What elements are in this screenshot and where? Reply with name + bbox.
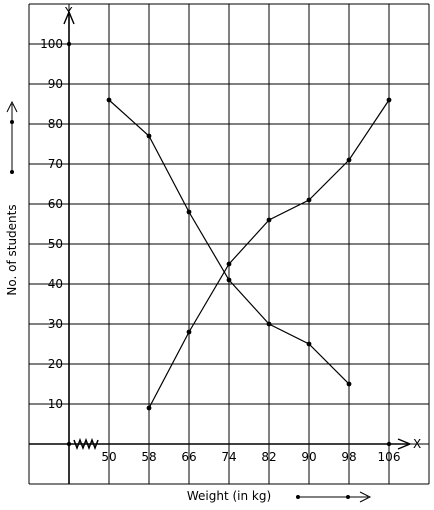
y-tick-label: 100 [40, 37, 63, 51]
y-tick-label: 70 [48, 157, 63, 171]
origin-marker [66, 441, 72, 447]
y-axis-title: No. of students [5, 204, 19, 295]
data-point [306, 341, 312, 347]
x-axis-end-marker [386, 441, 392, 447]
data-point [186, 209, 192, 215]
x-tick-label: 82 [261, 450, 276, 464]
tick-labels: 10 20 30 40 50 60 70 80 90 100 50 58 66 74 82 90 98 106 [40, 37, 400, 464]
x-tick-label: 98 [341, 450, 356, 464]
data-point [226, 261, 232, 267]
y-tick-label: 40 [48, 277, 63, 291]
series-layer [106, 97, 392, 411]
y-direction-arrow [6, 100, 18, 174]
x-tick-label: 50 [101, 450, 116, 464]
x-tick-label: 58 [141, 450, 156, 464]
data-point [266, 321, 272, 327]
y-axis-arrowhead [63, 10, 75, 25]
data-point [226, 277, 232, 283]
x-axis-break-mark [73, 437, 99, 451]
data-point [346, 157, 352, 163]
data-point [266, 217, 272, 223]
y-tick-label: 60 [48, 197, 63, 211]
x-direction-arrow [296, 491, 372, 503]
x-tick-label: 106 [378, 450, 401, 464]
y-tick-label: 30 [48, 317, 63, 331]
x-axis-title: Weight (in kg) [187, 489, 271, 503]
data-point [386, 97, 392, 103]
data-point [346, 381, 352, 387]
y-axis-letter: Y [64, 5, 73, 19]
y-tick-label: 20 [48, 357, 63, 371]
y-tick-label: 50 [48, 237, 63, 251]
data-point [186, 329, 192, 335]
grid [28, 3, 430, 485]
axes [29, 10, 412, 484]
x-tick-label: 90 [301, 450, 316, 464]
y-tick-label: 10 [48, 397, 63, 411]
x-axis-arrowhead [397, 438, 412, 450]
data-point [306, 197, 312, 203]
data-point [146, 133, 152, 139]
x-tick-label: 66 [181, 450, 196, 464]
y-tick-label: 90 [48, 77, 63, 91]
y-tick-label: 80 [48, 117, 63, 131]
data-point [106, 97, 112, 103]
data-point [146, 405, 152, 411]
x-axis-letter: X [413, 437, 421, 451]
x-tick-label: 74 [221, 450, 236, 464]
